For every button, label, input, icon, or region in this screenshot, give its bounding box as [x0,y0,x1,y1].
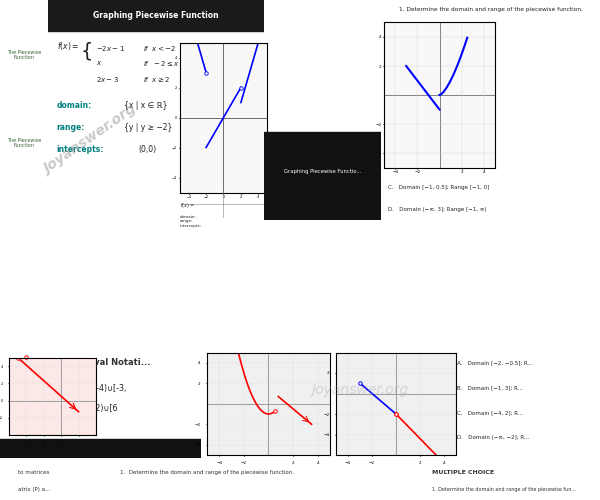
Text: MULTIPLE CHOICE: MULTIPLE CHOICE [432,470,494,475]
Text: Assignment: Assignment [290,83,355,93]
Text: 1.  Determine the domain and range of the piecewise function.: 1. Determine the domain and range of the… [120,470,294,475]
Text: p. 115  #25-16, 29-38: p. 115 #25-16, 29-38 [284,52,361,58]
Text: B.   Domain [−3, 3]; Range [−1, 3]: B. Domain [−3, 3]; Range [−1, 3] [388,163,484,168]
Text: The Piecewise
Function: The Piecewise Function [7,50,41,60]
Text: $if\ \ -2\leq x<2$: $if\ \ -2\leq x<2$ [143,60,192,68]
Text: $f(x)=$: $f(x)=$ [56,40,79,52]
Text: domain:: domain: [56,101,92,110]
Text: R: (-∞,2)∪[6: R: (-∞,2)∪[6 [70,404,118,413]
Bar [0,439,201,458]
Text: (0,0): (0,0) [139,145,157,154]
Text: B.   Domain [−1, 3]; R...: B. Domain [−1, 3]; R... [457,386,523,390]
Text: HOW DO YOU FIND THE DOMAIN AND RANGE OF A: HOW DO YOU FIND THE DOMAIN AND RANGE OF … [12,244,579,262]
Text: atrix (P) a...: atrix (P) a... [18,487,50,492]
Text: $if\ \ x<-2$: $if\ \ x<-2$ [143,44,176,53]
Text: intercepts:: intercepts: [56,145,104,154]
Text: D.   Domain (−∞, 3]; Range [−1, ∞): D. Domain (−∞, 3]; Range [−1, ∞) [388,207,486,212]
Text: D.   Domain (−∞, −2]; R...: D. Domain (−∞, −2]; R... [457,435,530,440]
Text: D: (-∞,-4)∪[-3,: D: (-∞,-4)∪[-3, [70,384,127,394]
Text: 1. Determine the domain and range of the piecewise function.: 1. Determine the domain and range of the… [398,6,583,12]
Text: $-2x-1$: $-2x-1$ [95,44,124,53]
Text: Joyanswer.org: Joyanswer.org [311,383,409,397]
Text: domain:
range:
intercepts:: domain: range: intercepts: [180,215,202,228]
Text: Graphing Piecewise Function: Graphing Piecewise Function [93,11,219,20]
Text: {y | y ≥ −2}: {y | y ≥ −2} [124,123,172,132]
Text: range:: range: [56,123,85,132]
Text: Interval Notati...: Interval Notati... [71,358,151,368]
Text: C.   Domain [−1, 0.5]; Range [−1, 0]: C. Domain [−1, 0.5]; Range [−1, 0] [388,185,489,190]
Text: $x$: $x$ [95,60,102,68]
Text: C.   Domain [−4, 2]; R...: C. Domain [−4, 2]; R... [457,410,523,415]
Text: The Piecewise
Function: The Piecewise Function [7,138,41,148]
Text: 1. Determine the domain and range of the piecewise fun...: 1. Determine the domain and range of the… [432,487,576,492]
Bar [264,132,381,220]
Text: A.   Domain [−3, 1]; Range [−3, 3]: A. Domain [−3, 1]; Range [−3, 3] [388,141,484,146]
Text: Graphing Piecewise Functio...: Graphing Piecewise Functio... [284,169,361,174]
Text: $f(x)=$: $f(x)=$ [180,201,195,210]
Text: $if\ \ x\geq 2$: $if\ \ x\geq 2$ [143,75,170,84]
Text: Joyanswer.org: Joyanswer.org [41,103,139,177]
Text: {x | x ∈ ℝ}: {x | x ∈ ℝ} [124,101,167,110]
Text: $2x-3$: $2x-3$ [95,75,119,84]
Bar [48,0,264,31]
Text: $\{$: $\{$ [80,40,92,62]
Text: A.   Domain [−2, −0.5]; R...: A. Domain [−2, −0.5]; R... [457,361,533,366]
Text: to matrices: to matrices [18,470,49,475]
Text: PIECEWISE FUNCTION?: PIECEWISE FUNCTION? [12,300,271,320]
